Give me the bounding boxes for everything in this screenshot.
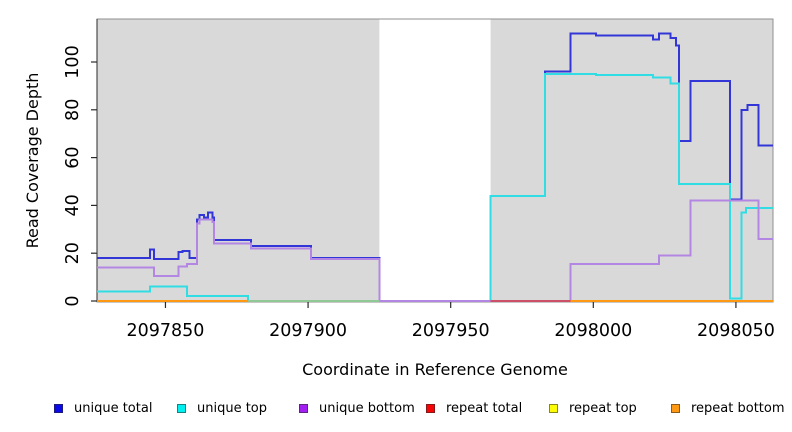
legend-label: unique top — [197, 400, 268, 416]
repeat-top-swatch — [549, 403, 558, 413]
unique-top-swatch — [177, 403, 186, 413]
x-axis-title: Coordinate in Reference Genome — [302, 360, 568, 379]
chart-canvas: 2097850 2097900 2097950 2098000 2098050 0 20 40… — [23, 18, 775, 379]
y-tick-label: 100 — [63, 45, 83, 78]
legend-item-repeat-bottom: repeat bottom — [671, 398, 785, 418]
series-unique-top — [97, 72, 773, 302]
y-axis-title: Read Coverage Depth — [23, 73, 42, 249]
y-tick-label: 80 — [63, 99, 83, 121]
legend-item-unique-total: unique total — [54, 398, 152, 418]
y-tick-label: 20 — [63, 242, 83, 264]
repeat-total-swatch — [426, 403, 435, 413]
legend-label: repeat total — [446, 400, 523, 416]
x-tick-label: 2097900 — [269, 321, 347, 341]
repeat-bottom-swatch — [671, 403, 680, 413]
x-tick-label: 2097950 — [412, 321, 490, 341]
legend-item-unique-top: unique top — [177, 398, 267, 418]
y-tick-label: 0 — [63, 295, 83, 306]
legend-item-unique-bottom: unique bottom — [299, 398, 415, 418]
legend-item-repeat-total: repeat total — [426, 398, 522, 418]
unique-total-swatch — [54, 403, 63, 413]
legend-label: unique total — [74, 400, 153, 416]
x-tick-label: 2098050 — [697, 321, 775, 341]
y-tick-label: 40 — [63, 194, 83, 216]
legend-label: repeat bottom — [691, 400, 785, 416]
legend-label: repeat top — [569, 400, 637, 416]
x-tick-label: 2098000 — [554, 321, 632, 341]
x-tick-label: 2097850 — [126, 321, 204, 341]
legend-item-repeat-top: repeat top — [549, 398, 637, 418]
series-unique-bottom — [97, 199, 773, 302]
coverage-gap-band — [379, 19, 491, 301]
legend-label: unique bottom — [319, 400, 415, 416]
legend: unique total unique top unique bottom re… — [0, 398, 792, 422]
unique-bottom-swatch — [299, 403, 308, 413]
y-tick-label: 60 — [63, 146, 83, 168]
